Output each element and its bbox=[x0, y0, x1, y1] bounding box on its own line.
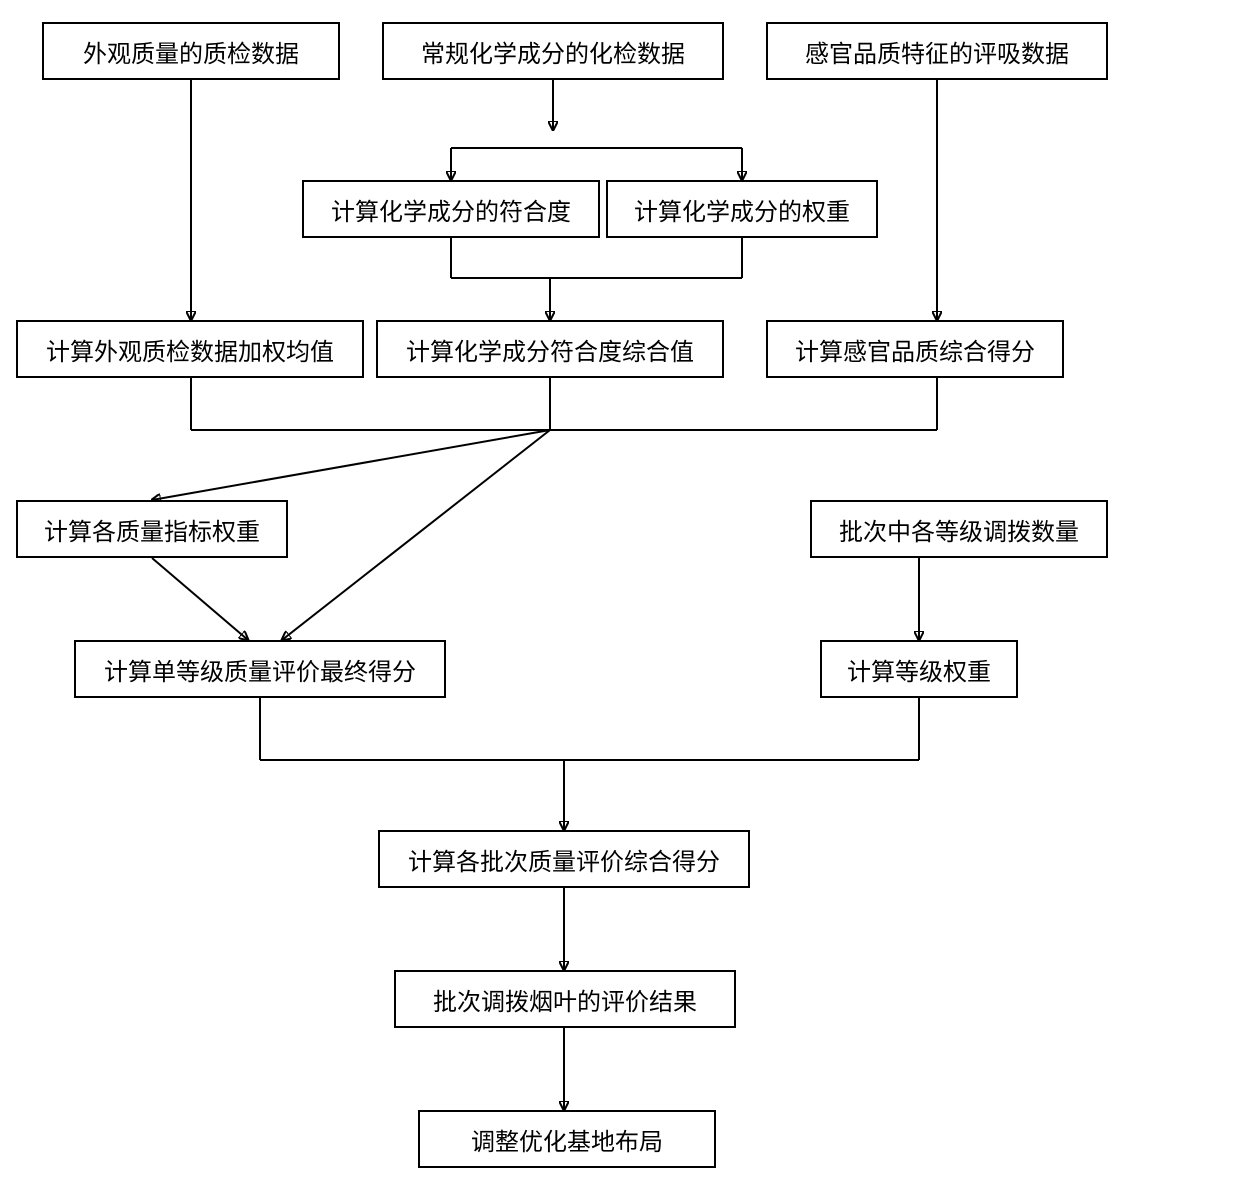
node-n5: 计算化学成分的权重 bbox=[606, 180, 878, 238]
node-label: 计算感官品质综合得分 bbox=[795, 332, 1035, 367]
node-n15: 调整优化基地布局 bbox=[418, 1110, 716, 1168]
node-n12: 计算等级权重 bbox=[820, 640, 1018, 698]
node-label: 计算化学成分符合度综合值 bbox=[406, 332, 694, 367]
node-n9: 计算各质量指标权重 bbox=[16, 500, 288, 558]
node-n8: 计算感官品质综合得分 bbox=[766, 320, 1064, 378]
flowchart-canvas: 外观质量的质检数据 常规化学成分的化检数据 感官品质特征的评吸数据 计算化学成分… bbox=[0, 0, 1240, 1193]
node-n7: 计算化学成分符合度综合值 bbox=[376, 320, 724, 378]
node-label: 计算化学成分的权重 bbox=[634, 192, 850, 227]
node-n14: 批次调拨烟叶的评价结果 bbox=[394, 970, 736, 1028]
node-label: 计算单等级质量评价最终得分 bbox=[104, 652, 416, 687]
node-label: 计算各批次质量评价综合得分 bbox=[408, 842, 720, 877]
node-n4: 计算化学成分的符合度 bbox=[302, 180, 600, 238]
node-n2: 常规化学成分的化检数据 bbox=[382, 22, 724, 80]
node-label: 调整优化基地布局 bbox=[471, 1122, 663, 1157]
node-n1: 外观质量的质检数据 bbox=[42, 22, 340, 80]
node-label: 计算等级权重 bbox=[847, 652, 991, 687]
node-label: 计算各质量指标权重 bbox=[44, 512, 260, 547]
node-n13: 计算各批次质量评价综合得分 bbox=[378, 830, 750, 888]
node-n3: 感官品质特征的评吸数据 bbox=[766, 22, 1108, 80]
node-label: 计算化学成分的符合度 bbox=[331, 192, 571, 227]
node-label: 感官品质特征的评吸数据 bbox=[805, 34, 1069, 69]
node-label: 计算外观质检数据加权均值 bbox=[46, 332, 334, 367]
node-label: 外观质量的质检数据 bbox=[83, 34, 299, 69]
node-label: 批次调拨烟叶的评价结果 bbox=[433, 982, 697, 1017]
node-n11: 计算单等级质量评价最终得分 bbox=[74, 640, 446, 698]
node-n10: 批次中各等级调拨数量 bbox=[810, 500, 1108, 558]
node-label: 常规化学成分的化检数据 bbox=[421, 34, 685, 69]
node-label: 批次中各等级调拨数量 bbox=[839, 512, 1079, 547]
node-n6: 计算外观质检数据加权均值 bbox=[16, 320, 364, 378]
